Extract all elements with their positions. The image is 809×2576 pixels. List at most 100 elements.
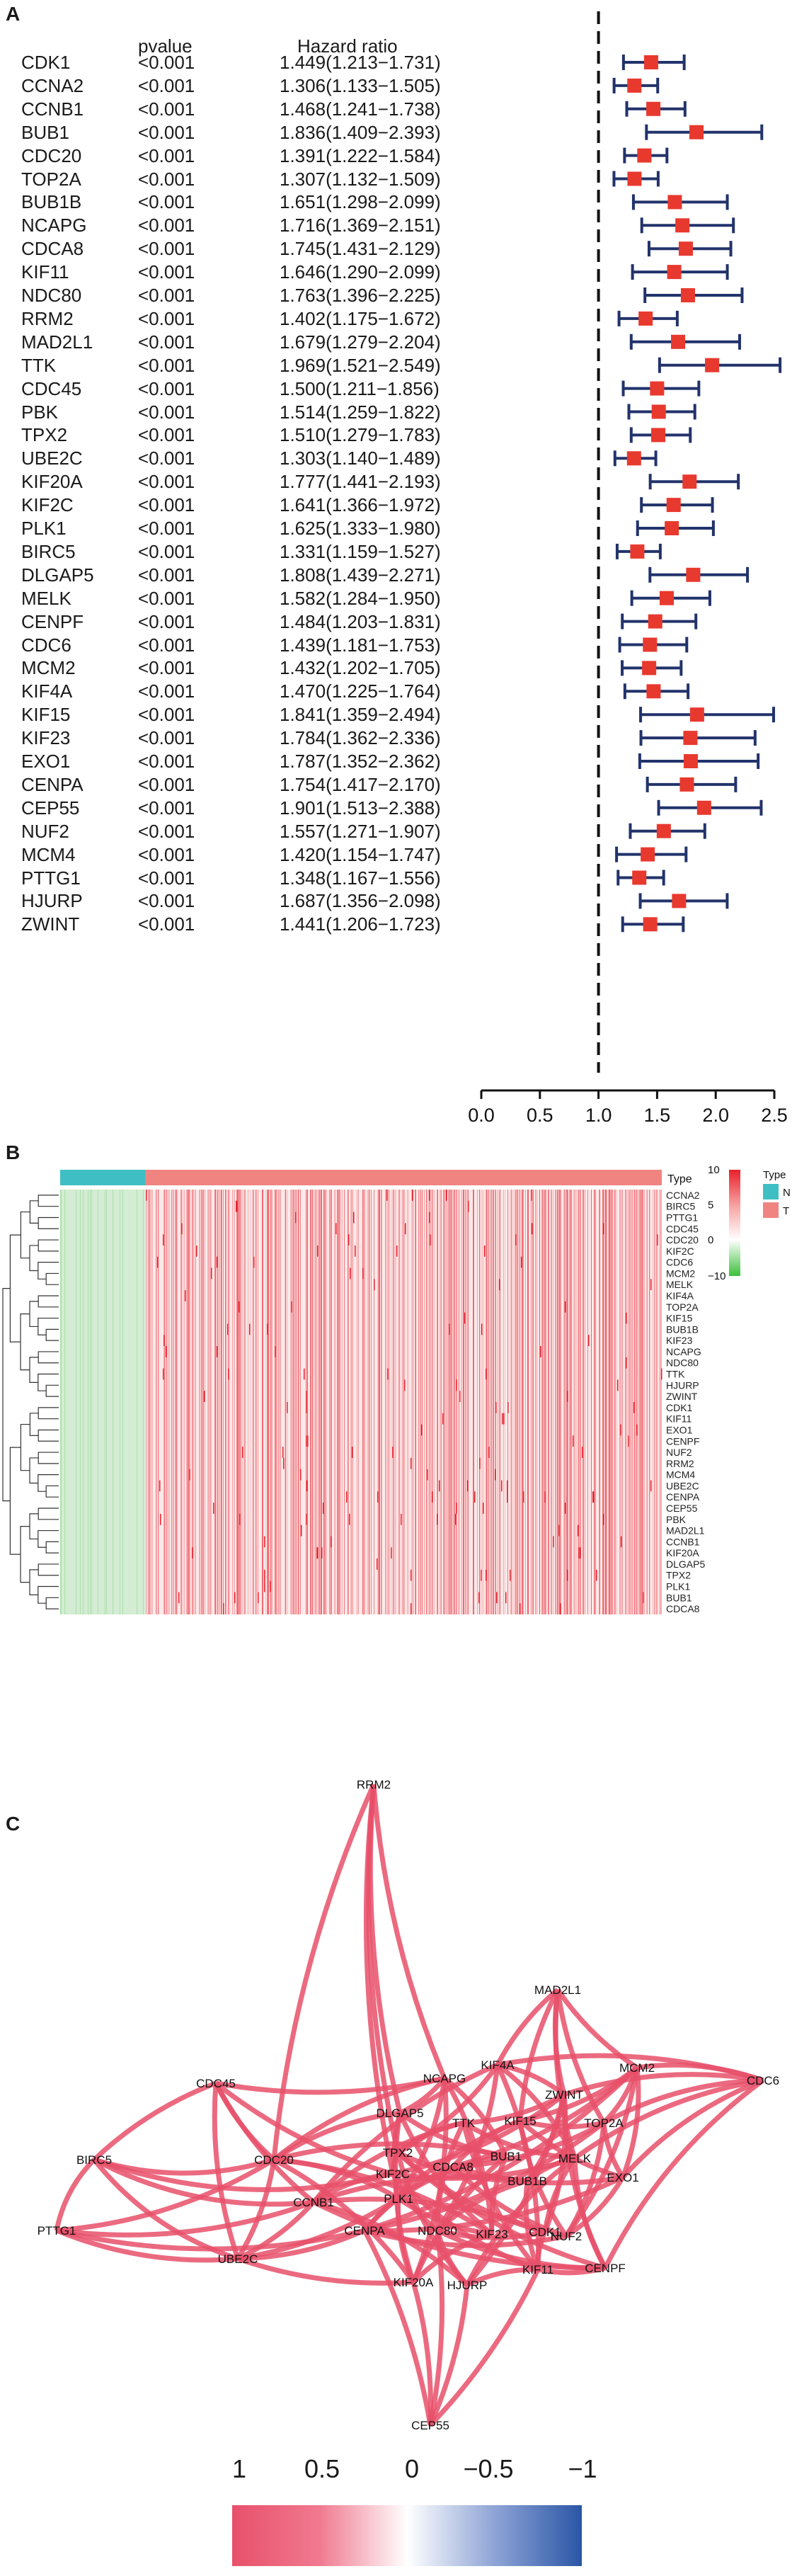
- x-tick-label: 0.5: [527, 1105, 553, 1126]
- heatmap-cell: [374, 1279, 375, 1291]
- heatmap-cell: [306, 1391, 307, 1402]
- heatmap-column: [180, 1190, 181, 1614]
- heatmap-column: [483, 1190, 484, 1614]
- network-edge: [236, 2159, 277, 2260]
- heatmap-gene-label: PLK1: [666, 1581, 690, 1592]
- heatmap-column: [611, 1190, 612, 1614]
- heatmap-column: [450, 1190, 451, 1614]
- hazard-ratio-point: [627, 171, 642, 186]
- heatmap-column: [371, 1190, 372, 1614]
- heatmap-cell: [204, 1391, 205, 1402]
- heatmap-cell: [159, 1480, 161, 1492]
- heatmap-cell: [282, 1447, 284, 1458]
- heatmap-column: [186, 1190, 187, 1614]
- hazard-ratio-ci: 1.808(1.439−2.271): [280, 564, 441, 586]
- forest-row: KIF2C <0.001 1.641(1.366−1.972): [0, 494, 809, 518]
- heatmap-column: [657, 1190, 658, 1614]
- heatmap-column: [275, 1190, 276, 1614]
- network-edge: [495, 2063, 541, 2270]
- heatmap-gene-label: KIF4A: [666, 1290, 694, 1301]
- heatmap-cell: [459, 1391, 461, 1402]
- heatmap-column: [661, 1190, 662, 1614]
- gene-name: KIF2C: [21, 494, 74, 516]
- hazard-ratio-point: [641, 847, 655, 862]
- heatmap-gene-label: NCAPG: [666, 1346, 701, 1357]
- heatmap-column: [473, 1190, 474, 1614]
- heatmap-cell: [146, 1190, 147, 1201]
- pvalue: <0.001: [138, 773, 195, 795]
- heatmap-gene-label: UBE2C: [666, 1480, 699, 1491]
- forest-row: KIF15 <0.001 1.841(1.359−2.494): [0, 704, 809, 728]
- network-node-label: TTK: [452, 2116, 476, 2130]
- pvalue: <0.001: [138, 471, 195, 493]
- hazard-ratio-ci: 1.582(1.284−1.950): [280, 587, 441, 609]
- pvalue: <0.001: [138, 564, 195, 586]
- hazard-ratio-point: [650, 381, 665, 396]
- heatmap-column: [403, 1190, 404, 1614]
- heatmap-cell: [352, 1447, 353, 1458]
- heatmap-column: [176, 1190, 177, 1614]
- heatmap-cell: [442, 1413, 444, 1425]
- heatmap-column: [580, 1190, 581, 1614]
- heatmap-gene-label: CCNA2: [666, 1190, 700, 1201]
- heatmap-cell: [350, 1267, 351, 1280]
- heatmap-gene-label: MAD2L1: [666, 1525, 705, 1537]
- heatmap-column: [276, 1190, 277, 1614]
- gene-name: MCM2: [21, 657, 76, 679]
- heatmap-column: [559, 1190, 560, 1614]
- heatmap-column: [232, 1190, 233, 1614]
- heatmap-column: [636, 1190, 637, 1614]
- heatmap-column: [192, 1190, 193, 1614]
- heatmap-cell: [603, 1223, 604, 1235]
- network-edge: [55, 2228, 239, 2263]
- heatmap-cell: [593, 1491, 595, 1503]
- heatmap-column: [570, 1190, 571, 1614]
- heatmap-cell: [510, 1569, 511, 1581]
- network-node-label: MCM2: [619, 2061, 655, 2075]
- network-edge: [56, 2158, 275, 2233]
- heatmap-column: [427, 1190, 428, 1614]
- heatmap-column: [398, 1190, 399, 1614]
- heatmap-column: [644, 1190, 645, 1614]
- heatmap-gene-label: CENPA: [666, 1491, 700, 1503]
- heatmap-column: [143, 1190, 144, 1614]
- heatmap-column: [635, 1190, 636, 1614]
- network-node-label: KIF23: [476, 2228, 507, 2241]
- heatmap-column: [292, 1190, 293, 1614]
- heatmap-column: [150, 1190, 151, 1614]
- heatmap-column: [419, 1190, 420, 1614]
- heatmap-column: [340, 1190, 341, 1614]
- heatmap-column: [363, 1190, 364, 1614]
- heatmap-column: [449, 1190, 450, 1614]
- forest-row: CENPF <0.001 1.484(1.203−1.831): [0, 611, 809, 635]
- heatmap-column: [199, 1190, 200, 1614]
- heatmap-column: [418, 1190, 419, 1614]
- pvalue: <0.001: [138, 401, 195, 423]
- network-node-label: BUB1: [490, 2150, 522, 2163]
- heatmap-column: [532, 1190, 533, 1614]
- heatmap-column: [358, 1190, 359, 1614]
- heatmap-column: [466, 1190, 467, 1614]
- pvalue: <0.001: [138, 867, 195, 889]
- heatmap-column: [267, 1190, 268, 1614]
- hazard-ratio-point: [686, 567, 701, 582]
- hazard-ratio-ci: 1.484(1.203−1.831): [280, 610, 441, 632]
- heatmap-gene-label: CDK1: [666, 1402, 693, 1413]
- forest-row: RRM2 <0.001 1.402(1.175−1.672): [0, 308, 809, 332]
- heatmap-cell: [479, 1457, 481, 1469]
- gene-name: PTTG1: [21, 867, 81, 889]
- network-edge: [371, 1784, 447, 2080]
- hazard-ratio-ci: 1.777(1.441−2.193): [280, 471, 441, 493]
- heatmap-column: [531, 1190, 532, 1614]
- heatmap-column: [338, 1190, 339, 1614]
- hazard-ratio-ci: 1.679(1.279−2.204): [280, 331, 441, 353]
- heatmap-column: [539, 1190, 540, 1614]
- network-node-label: DLGAP5: [376, 2107, 423, 2120]
- hazard-ratio-ci: 1.500(1.211−1.856): [280, 377, 440, 399]
- heatmap-column: [647, 1190, 648, 1614]
- hazard-ratio-point: [682, 474, 697, 489]
- hazard-ratio-point: [666, 498, 681, 513]
- heatmap-column: [210, 1190, 211, 1614]
- forest-row: NDC80 <0.001 1.763(1.396−2.225): [0, 285, 809, 309]
- heatmap-column: [605, 1190, 606, 1614]
